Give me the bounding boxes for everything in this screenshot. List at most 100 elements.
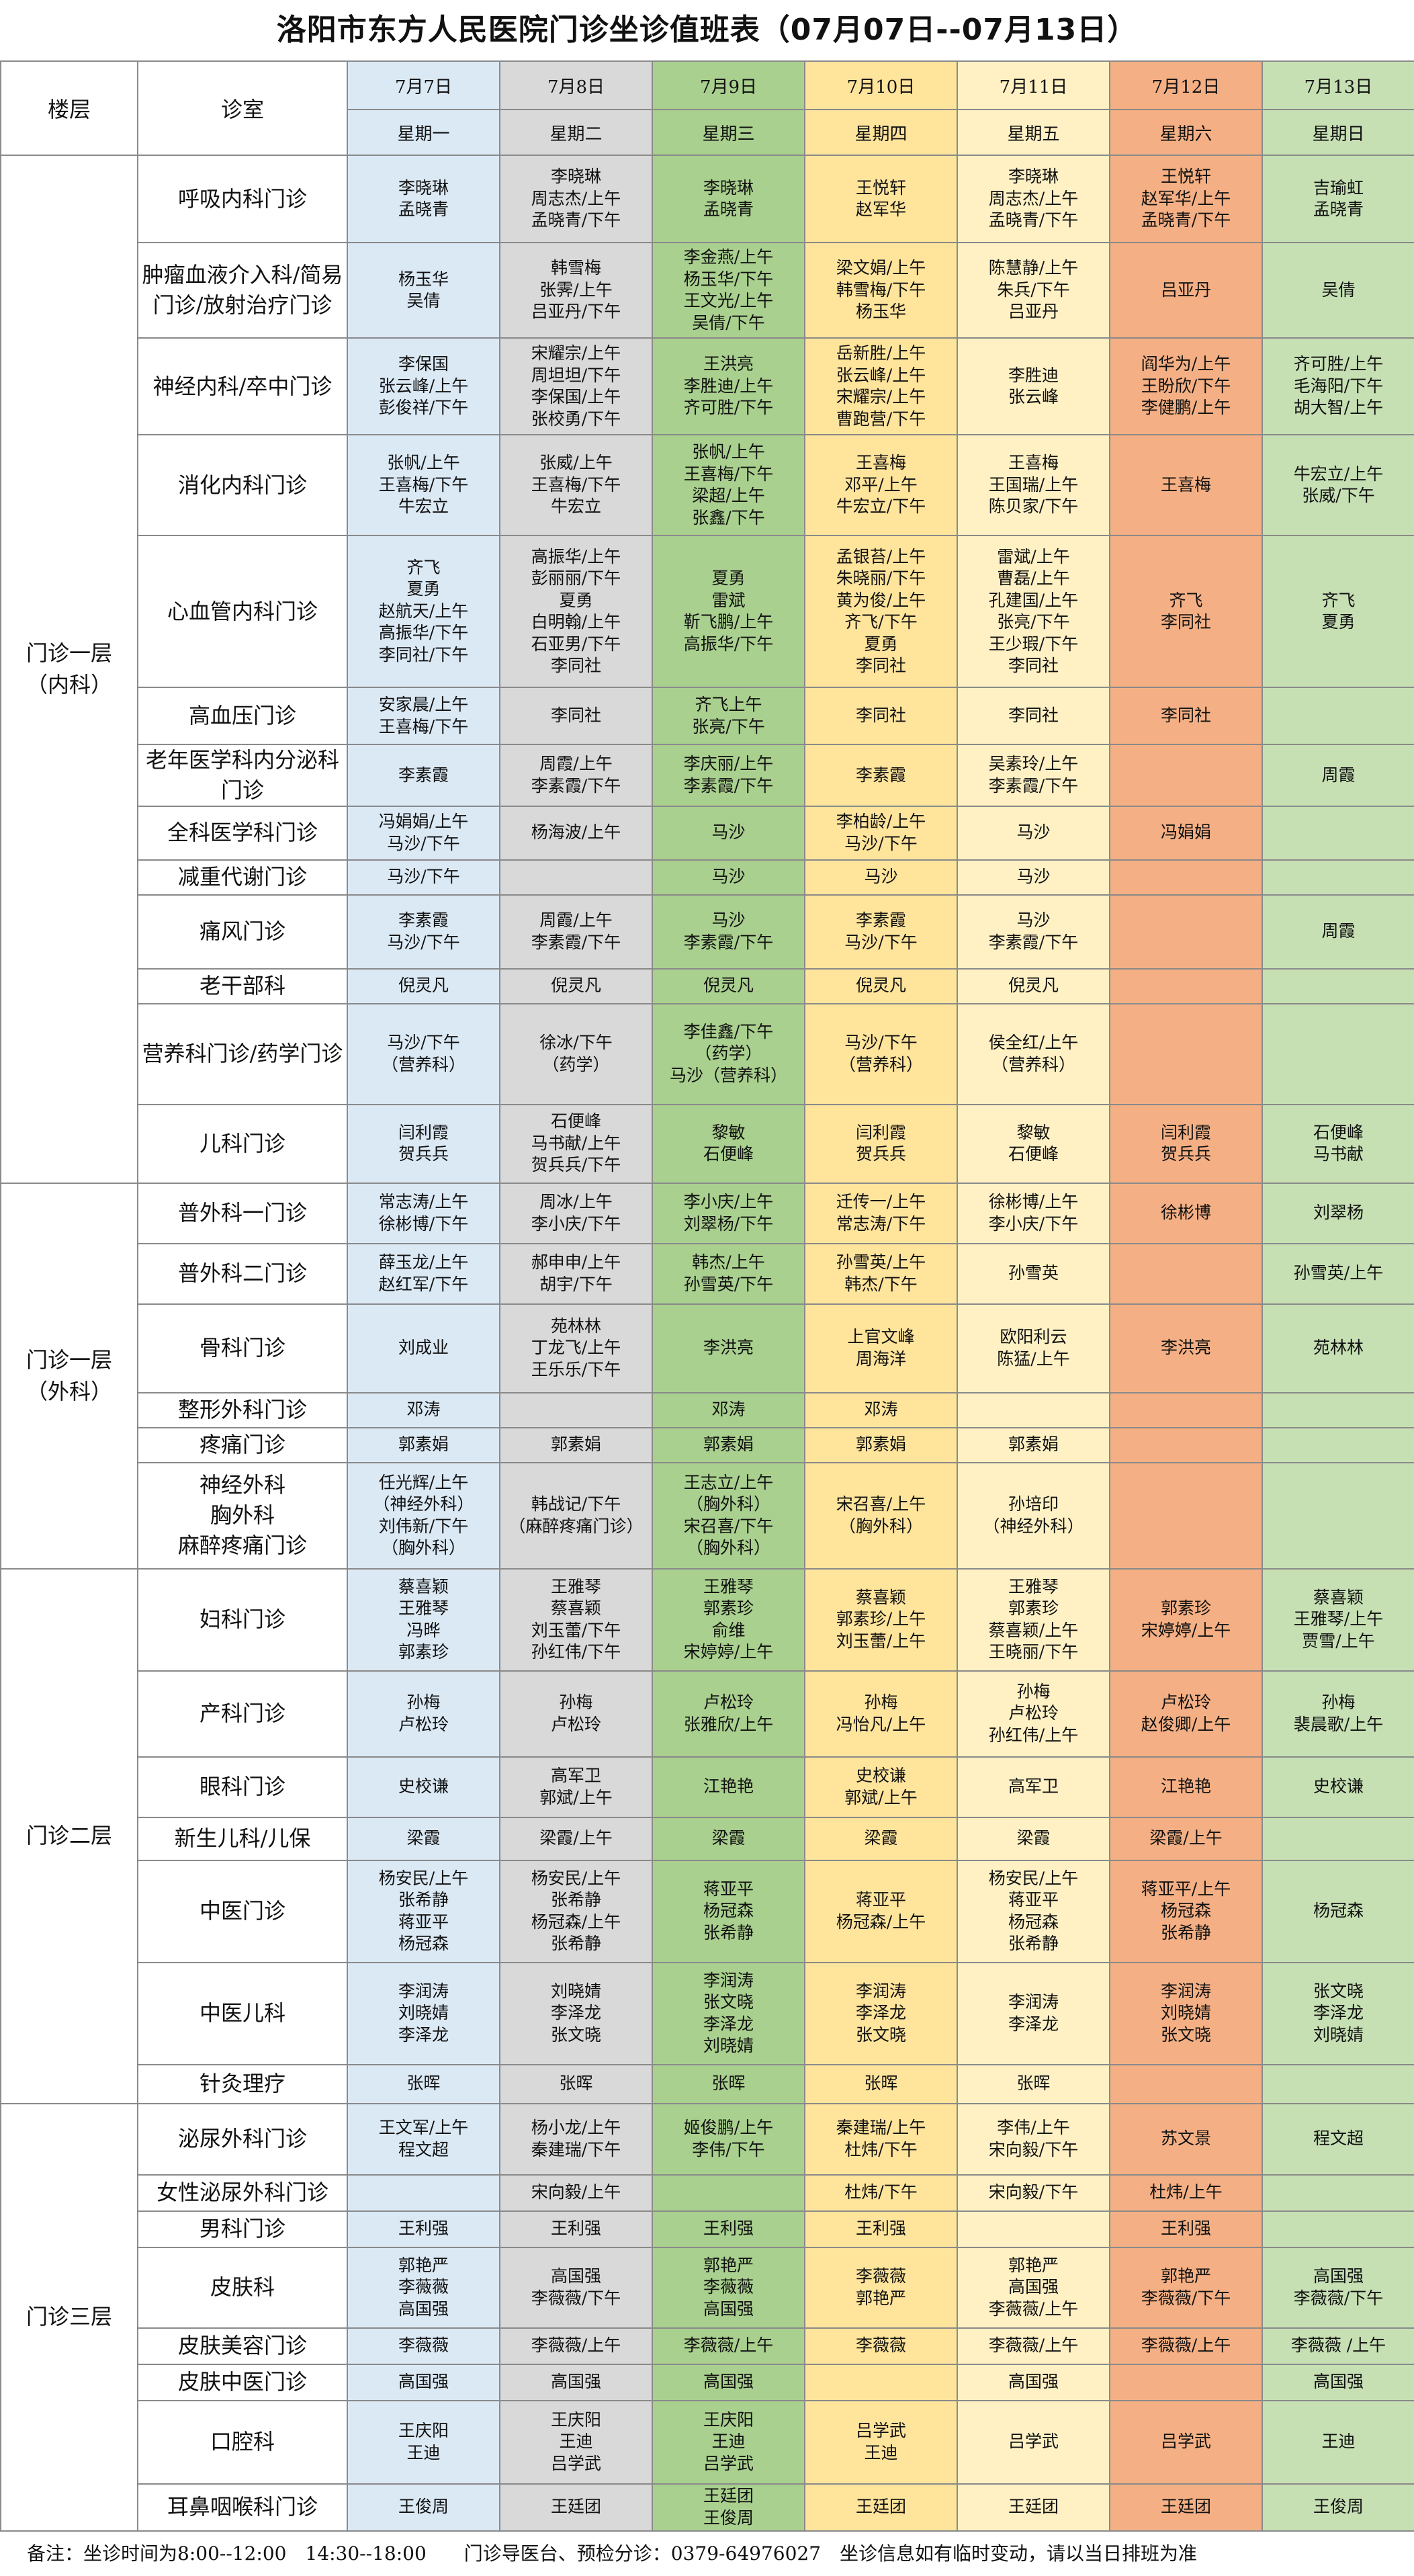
doctor-cell: 蒋亚平/上午 杨冠森 张希静 [1109, 1859, 1263, 1963]
doctor-cell: 周霞/上午 李素霞/下午 [499, 894, 653, 970]
doctor-cell [652, 2174, 805, 2212]
doctor-cell: 宋召喜/上午 （胸外科） [804, 1461, 958, 1570]
doctor-cell: 王利强 [347, 2210, 500, 2248]
doctor-cell: 李润涛 李泽龙 [957, 1961, 1110, 2065]
doctor-cell: 冯娟娟 [1109, 805, 1263, 861]
doctor-cell: 卢松玲 赵俊卿/上午 [1109, 1670, 1263, 1758]
doctor-cell: 迁传一/上午 常志涛/下午 [804, 1182, 958, 1244]
doctor-cell: 石便峰 马书献 [1262, 1103, 1414, 1184]
doctor-cell: 史校谦 [347, 1756, 500, 1818]
schedule-row: 骨科门诊 刘成业 苑林林 丁龙飞/上午 王乐乐/下午 李洪亮 上官文峰 周海洋 欧阳利云 … [1, 1303, 1414, 1393]
doctor-cell: 齐可胜/上午 毛海阳/下午 胡大智/上午 [1262, 337, 1414, 435]
doctor-cell: 孙梅 卢松玲 孙红伟/上午 [957, 1670, 1110, 1758]
doctor-cell: 张晖 [652, 2063, 805, 2104]
doctor-cell: 杨安民/上午 蒋亚平 杨冠森 张希静 [957, 1859, 1110, 1963]
doctor-cell: 马沙 李素霞/下午 [957, 894, 1110, 970]
doctor-cell: 蔡喜颖 王雅琴 冯晔 郭素珍 [347, 1568, 500, 1672]
schedule-row: 中医门诊 杨安民/上午 张希静 蒋亚平 杨冠森 杨安民/上午 张希静 杨冠森/上午 … [1, 1859, 1414, 1963]
schedule-row: 皮肤中医门诊 高国强 高国强 高国强 高国强 高国强 [1, 2363, 1414, 2401]
doctor-cell: 王雅琴 郭素珍 俞维 宋婷婷/上午 [652, 1568, 805, 1672]
doctor-cell: 徐彬博/上午 李小庆/下午 [957, 1182, 1110, 1244]
doctor-cell [1262, 1461, 1414, 1570]
doctor-cell: 李薇薇 /上午 [1262, 2327, 1414, 2365]
doctor-cell: 李薇薇/上午 [1109, 2327, 1263, 2365]
doctor-cell: 倪灵凡 [499, 968, 653, 1004]
doctor-cell: 薛玉龙/上午 赵红军/下午 [347, 1242, 500, 1305]
doctor-cell: 吕学武 [1109, 2399, 1263, 2485]
weekday-header: 星期三 [652, 109, 805, 156]
dept-name: 儿科门诊 [137, 1103, 348, 1184]
page-title: 洛阳市东方人民医院门诊坐诊值班表（07月07日--07月13日） [276, 13, 1138, 47]
doctor-cell [499, 859, 653, 896]
doctor-cell: 李晓琳 孟晓青 [347, 155, 500, 243]
doctor-cell: 邓涛 [347, 1391, 500, 1428]
schedule-row: 肿瘤血液介入科/简易门诊/放射治疗门诊 杨玉华 吴倩 韩雪梅 张霁/上午 吕亚丹/下… [1, 242, 1414, 339]
doctor-cell: 岳新胜/上午 张云峰/上午 宋耀宗/上午 曹跑营/下午 [804, 337, 958, 435]
doctor-cell: 李同社 [1109, 687, 1263, 745]
dept-name: 妇科门诊 [137, 1568, 348, 1672]
floor-header: 楼层 [0, 60, 138, 156]
doctor-cell: 郭素娟 [499, 1426, 653, 1463]
schedule-row: 老年医学科内分泌科门诊 李素霞 周霞/上午 李素霞/下午 李庆丽/上午 李素霞/下午李… [1, 744, 1414, 807]
schedule-row: 门诊二层 妇科门诊 蔡喜颖 王雅琴 冯晔 郭素珍 王雅琴 蔡喜颖 刘玉蕾/下午 孙红伟… [0, 1568, 1414, 2104]
doctor-cell: 马沙/下午 （营养科） [347, 1002, 500, 1105]
doctor-cell: 刘翠杨 [1262, 1182, 1414, 1244]
doctor-cell: 李薇薇/上午 [652, 2327, 805, 2365]
dept-name: 神经内科/卒中门诊 [137, 337, 348, 435]
schedule-row: 新生儿科/儿保 梁霞 梁霞/上午 梁霞 梁霞 梁霞 梁霞/上午 [1, 1816, 1414, 1861]
schedule-row: 老干部科 倪灵凡 倪灵凡 倪灵凡 倪灵凡 倪灵凡 [1, 968, 1414, 1004]
doctor-cell: 张晖 [347, 2063, 500, 2104]
doctor-cell: 高国强 [499, 2363, 653, 2401]
schedule-row: 减重代谢门诊 马沙/下午 马沙 马沙 马沙 [1, 859, 1414, 896]
dept-name: 新生儿科/儿保 [137, 1816, 348, 1861]
doctor-cell: 秦建瑞/上午 杜炜/下午 [804, 2102, 958, 2176]
doctor-cell [1109, 1461, 1263, 1570]
doctor-cell: 马沙 [957, 805, 1110, 861]
dept-name: 减重代谢门诊 [137, 859, 348, 896]
doctor-cell: 孙培印 （神经外科） [957, 1461, 1110, 1570]
doctor-cell: 王庆阳 王迪 吕学武 [652, 2399, 805, 2485]
doctor-cell: 李薇薇 [804, 2327, 958, 2365]
dept-name: 眼科门诊 [137, 1756, 348, 1818]
doctor-cell: 高振华/上午 彭丽丽/下午 夏勇 白明翰/上午 石亚男/下午 李同社 [499, 535, 653, 688]
doctor-cell [957, 2210, 1110, 2248]
doctor-cell: 王利强 [804, 2210, 958, 2248]
doctor-cell: 齐飞 夏勇 [1262, 535, 1414, 688]
doctor-cell: 姬俊鹏/上午 李伟/下午 [652, 2102, 805, 2176]
doctor-cell: 李伟/上午 宋向毅/下午 [957, 2102, 1110, 2176]
doctor-cell: 高国强 [347, 2363, 500, 2401]
doctor-cell: 徐冰/下午 （药学） [499, 1002, 653, 1105]
doctor-cell: 马沙 [804, 859, 958, 896]
doctor-cell: 王文军/上午 程文超 [347, 2102, 500, 2176]
doctor-cell: 蔡喜颖 郭素珍/上午 刘玉蕾/上午 [804, 1568, 958, 1672]
doctor-cell: 齐飞上午 张亮/下午 [652, 687, 805, 745]
floor-label: 门诊二层 [0, 1568, 138, 2104]
dept-name: 呼吸内科门诊 [137, 155, 348, 243]
dept-name: 普外科一门诊 [137, 1182, 348, 1244]
doctor-cell: 郭艳严 李薇薇 高国强 [652, 2246, 805, 2329]
doctor-cell: 王庆阳 王迪 吕学武 [499, 2399, 653, 2485]
doctor-cell: 宋向毅/上午 [499, 2174, 653, 2212]
weekday-header: 星期五 [957, 109, 1110, 156]
doctor-cell: 孙雪英 [957, 1242, 1110, 1305]
doctor-cell: 李洪亮 [652, 1303, 805, 1393]
date-header: 7月13日 [1262, 60, 1414, 110]
doctor-cell: 郭素珍 宋婷婷/上午 [1109, 1568, 1263, 1672]
schedule-body: 门诊一层 （内科） 呼吸内科门诊 李晓琳 孟晓青 李晓琳 周志杰/上午 孟晓青/下午李… [0, 155, 1414, 2532]
schedule-row: 普外科二门诊 薛玉龙/上午 赵红军/下午 郝申申/上午 胡宇/下午 韩杰/上午 孙雪英… [1, 1242, 1414, 1305]
doctor-cell: 李润涛 刘晓婧 张文晓 [1109, 1961, 1263, 2065]
doctor-cell: 杜炜/下午 [804, 2174, 958, 2212]
doctor-cell: 周冰/上午 李小庆/下午 [499, 1182, 653, 1244]
doctor-cell: 李素霞 [347, 744, 500, 807]
doctor-cell [1109, 968, 1263, 1004]
doctor-cell: 夏勇 雷斌 靳飞鹏/上午 高振华/下午 [652, 535, 805, 688]
dept-name: 泌尿外科门诊 [137, 2102, 348, 2176]
doctor-cell: 王廷团 [499, 2483, 653, 2532]
doctor-cell: 王洪亮 李胜迪/上午 齐可胜/下午 [652, 337, 805, 435]
schedule-row: 门诊一层 （内科） 呼吸内科门诊 李晓琳 孟晓青 李晓琳 周志杰/上午 孟晓青/下午李… [0, 155, 1414, 1184]
doctor-cell: 齐飞 夏勇 赵航天/上午 高振华/下午 李同社/下午 [347, 535, 500, 688]
doctor-cell [804, 2363, 958, 2401]
doctor-cell: 李薇薇/上午 [957, 2327, 1110, 2365]
doctor-cell: 李薇薇 郭艳严 [804, 2246, 958, 2329]
schedule-row: 眼科门诊 史校谦 高军卫 郭斌/上午 江艳艳 史校谦 郭斌/上午 高军卫 江艳艳 史校谦 [1, 1756, 1414, 1818]
